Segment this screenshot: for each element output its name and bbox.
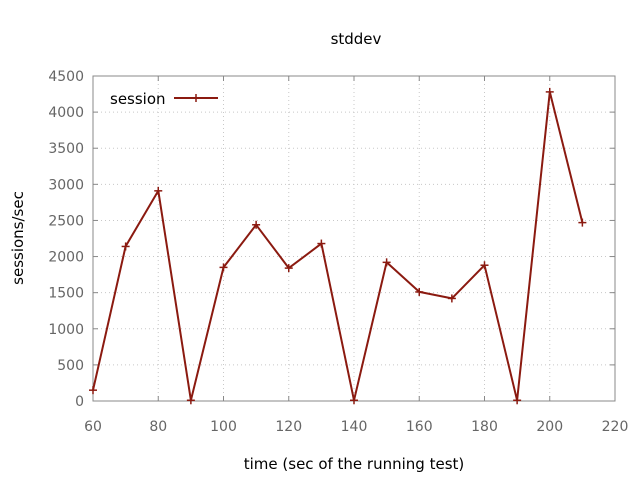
y-tick-label: 0 bbox=[75, 394, 84, 410]
data-point bbox=[121, 242, 130, 251]
y-tick-label: 1000 bbox=[48, 322, 84, 338]
data-point bbox=[154, 186, 163, 195]
x-axis: 60 80 100 120 140 160 180 200 220 bbox=[84, 76, 628, 435]
y-tick-label: 2500 bbox=[48, 213, 84, 229]
data-point bbox=[382, 258, 391, 267]
x-tick-label: 180 bbox=[471, 419, 498, 435]
data-point bbox=[252, 220, 261, 229]
y-tick-label: 4000 bbox=[48, 105, 84, 121]
y-axis: 0 500 1000 1500 2000 2500 3000 3500 4000 4500 bbox=[48, 69, 615, 410]
x-tick-label: 200 bbox=[536, 419, 563, 435]
data-point bbox=[480, 261, 489, 270]
chart-title: stddev bbox=[331, 30, 382, 48]
y-axis-label: sessions/sec bbox=[9, 191, 27, 285]
x-tick-label: 120 bbox=[275, 419, 302, 435]
y-tick-label: 3000 bbox=[48, 177, 84, 193]
data-point bbox=[219, 263, 228, 272]
series-group bbox=[89, 87, 587, 405]
legend-label-session: session bbox=[110, 90, 166, 108]
x-tick-label: 160 bbox=[406, 419, 433, 435]
y-tick-label: 3500 bbox=[48, 141, 84, 157]
data-point bbox=[284, 264, 293, 273]
y-tick-label: 500 bbox=[57, 358, 84, 374]
data-point bbox=[545, 87, 554, 96]
data-point bbox=[578, 218, 587, 227]
y-tick-label: 4500 bbox=[48, 69, 84, 85]
data-point bbox=[350, 396, 358, 405]
x-tick-label: 100 bbox=[210, 419, 237, 435]
grid bbox=[93, 76, 615, 401]
x-tick-label: 220 bbox=[602, 419, 629, 435]
y-tick-label: 2000 bbox=[48, 250, 84, 266]
series-line-session bbox=[92, 90, 584, 402]
x-axis-label: time (sec of the running test) bbox=[244, 455, 465, 473]
legend: session bbox=[110, 90, 218, 108]
data-point bbox=[317, 239, 326, 248]
x-tick-label: 60 bbox=[84, 419, 102, 435]
data-point bbox=[89, 386, 97, 395]
y-tick-label: 1500 bbox=[48, 286, 84, 302]
legend-marker-session bbox=[192, 94, 200, 102]
data-point bbox=[186, 396, 195, 405]
data-point bbox=[447, 294, 456, 303]
x-tick-label: 80 bbox=[149, 419, 167, 435]
data-point bbox=[513, 396, 522, 405]
data-point bbox=[415, 287, 424, 296]
x-tick-label: 140 bbox=[341, 419, 368, 435]
